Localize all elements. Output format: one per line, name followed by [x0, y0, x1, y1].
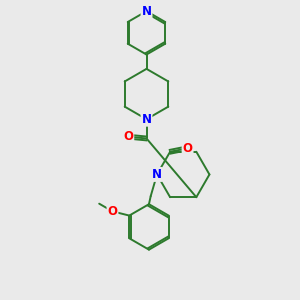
Text: N: N: [142, 113, 152, 126]
Text: O: O: [183, 142, 193, 155]
Text: N: N: [152, 168, 162, 181]
Text: N: N: [142, 5, 152, 18]
Text: O: O: [123, 130, 133, 143]
Text: O: O: [107, 205, 118, 218]
